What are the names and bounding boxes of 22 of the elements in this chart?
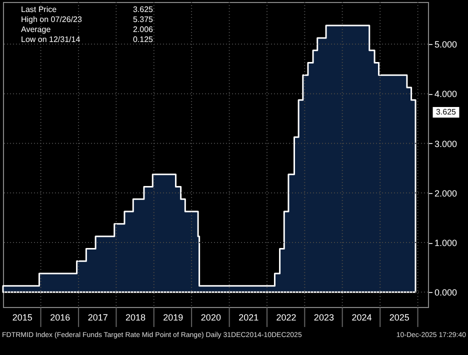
text: Average 2.006 — [21, 25, 153, 34]
x-tick-label: 2024 — [352, 312, 372, 322]
x-tick-label: 2018 — [125, 312, 146, 322]
text: Low on 12/31/14 0.125 — [21, 35, 153, 44]
x-tick-label: 2015 — [12, 312, 32, 322]
annotation: 3.625 — [436, 107, 457, 116]
x-tick-label: 2017 — [88, 312, 108, 322]
x-tick-label: 2021 — [238, 312, 259, 322]
text: Last Price 3.625 — [21, 5, 153, 14]
x-tick-label: 2016 — [50, 312, 70, 322]
y-tick-label: 0.000 — [434, 288, 458, 298]
y-tick-label: 1.000 — [434, 238, 458, 248]
y-tick-label: 2.000 — [434, 188, 458, 198]
text: High on 07/26/23 5.375 — [21, 15, 153, 24]
x-tick-label: 2020 — [200, 312, 221, 322]
y-tick-label: 5.000 — [434, 40, 458, 50]
y-tick-label: 4.000 — [434, 89, 458, 100]
x-tick-label: 2025 — [389, 312, 410, 322]
x-tick-label: 2023 — [314, 312, 334, 322]
y-tick-label: 3.000 — [434, 138, 458, 149]
x-tick-label: 2022 — [276, 312, 296, 322]
x-tick-label: 2019 — [163, 312, 184, 322]
